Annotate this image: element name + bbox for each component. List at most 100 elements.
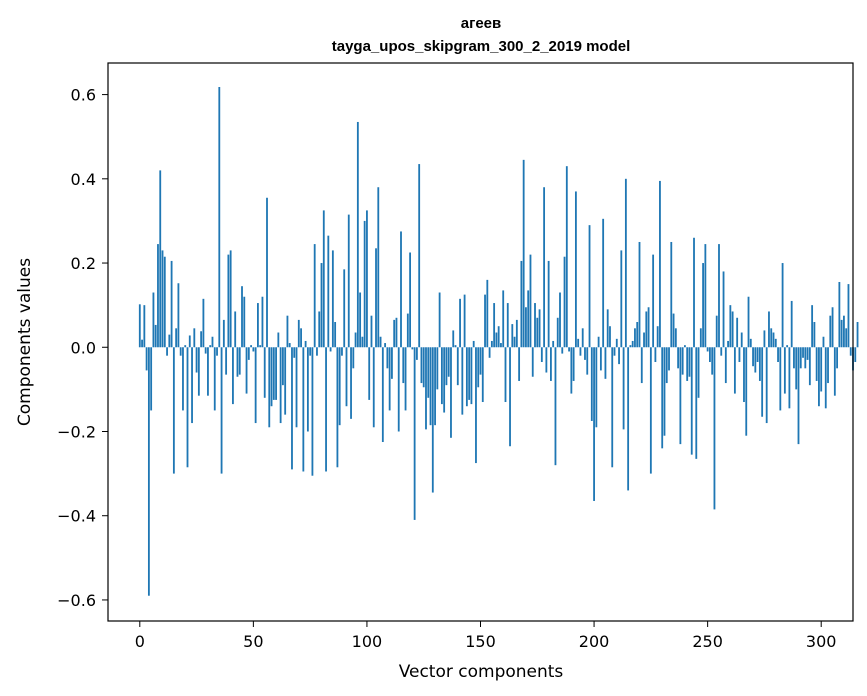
bar <box>220 347 223 474</box>
bar <box>613 347 616 356</box>
bar <box>636 322 639 348</box>
bar <box>275 347 277 400</box>
bar <box>472 340 475 348</box>
bar <box>341 347 343 356</box>
bar <box>806 347 809 360</box>
bar <box>193 328 196 348</box>
bar <box>286 315 289 348</box>
bar <box>502 290 505 348</box>
bar <box>827 347 829 384</box>
bar <box>434 347 436 426</box>
y-tick-label: −0.2 <box>57 422 96 441</box>
bar <box>175 328 178 348</box>
bar <box>266 197 268 348</box>
bar <box>681 347 684 375</box>
bar <box>509 347 511 447</box>
bar <box>856 322 859 348</box>
bar <box>406 313 409 348</box>
bar <box>729 305 732 348</box>
bar <box>425 347 427 430</box>
bar <box>779 347 782 411</box>
bar <box>686 347 689 381</box>
bar <box>497 326 500 348</box>
bar <box>815 347 818 381</box>
bar <box>161 250 164 348</box>
bar <box>674 328 677 348</box>
bar <box>309 347 312 356</box>
bar <box>529 254 532 348</box>
bar <box>556 317 559 348</box>
bar <box>243 296 246 348</box>
bar <box>429 347 432 426</box>
bar <box>838 281 841 348</box>
bar <box>415 347 418 360</box>
bar <box>840 319 843 348</box>
bar <box>609 326 611 348</box>
bar <box>379 336 382 348</box>
bar <box>540 347 543 362</box>
bar <box>250 345 253 348</box>
bar <box>209 345 212 348</box>
bar <box>711 347 714 375</box>
bar <box>279 347 282 424</box>
bar <box>584 347 586 360</box>
bar <box>659 180 661 348</box>
chart-title-line-1: агеев <box>461 15 502 32</box>
bar <box>565 166 568 348</box>
bar <box>715 315 718 348</box>
bar <box>774 338 777 348</box>
bar <box>481 347 484 403</box>
bar <box>452 330 455 348</box>
y-tick-label: 0.6 <box>71 86 96 105</box>
bar <box>356 121 359 348</box>
bar <box>688 347 691 377</box>
bar <box>368 347 371 400</box>
bar <box>295 347 298 428</box>
bar <box>749 338 752 348</box>
bar <box>747 296 750 348</box>
bar <box>345 347 348 407</box>
bar <box>413 347 416 520</box>
bar <box>504 347 507 403</box>
bar <box>740 332 743 348</box>
y-tick-label: 0.0 <box>71 338 96 357</box>
bar <box>684 345 686 348</box>
bar <box>645 311 648 348</box>
bar <box>799 347 802 369</box>
bar <box>418 164 421 348</box>
y-tick-label: 0.2 <box>71 254 96 273</box>
bar <box>381 347 384 443</box>
bar <box>570 347 573 394</box>
bar <box>743 347 745 403</box>
bar <box>588 225 591 348</box>
bar <box>257 303 259 348</box>
bar <box>552 340 555 348</box>
bar <box>599 347 602 371</box>
bar <box>409 252 411 348</box>
bar <box>554 347 557 466</box>
bar <box>568 347 570 352</box>
bar <box>304 340 307 348</box>
bar <box>709 347 711 362</box>
bar <box>202 298 205 348</box>
bar <box>197 347 200 396</box>
bar <box>245 347 248 394</box>
bar <box>247 347 250 360</box>
bar <box>579 347 582 356</box>
bar <box>213 347 216 411</box>
bar <box>465 347 468 407</box>
bar <box>479 347 482 375</box>
bar <box>486 279 489 348</box>
bar <box>833 347 836 396</box>
bar <box>350 347 352 419</box>
bar <box>263 347 266 398</box>
bar <box>284 347 287 415</box>
bar <box>363 220 366 348</box>
bar <box>370 315 373 348</box>
bar <box>697 347 700 398</box>
bar <box>536 317 539 348</box>
bar <box>534 303 536 348</box>
bar <box>241 286 243 348</box>
bar <box>268 347 271 428</box>
bar <box>495 332 498 348</box>
